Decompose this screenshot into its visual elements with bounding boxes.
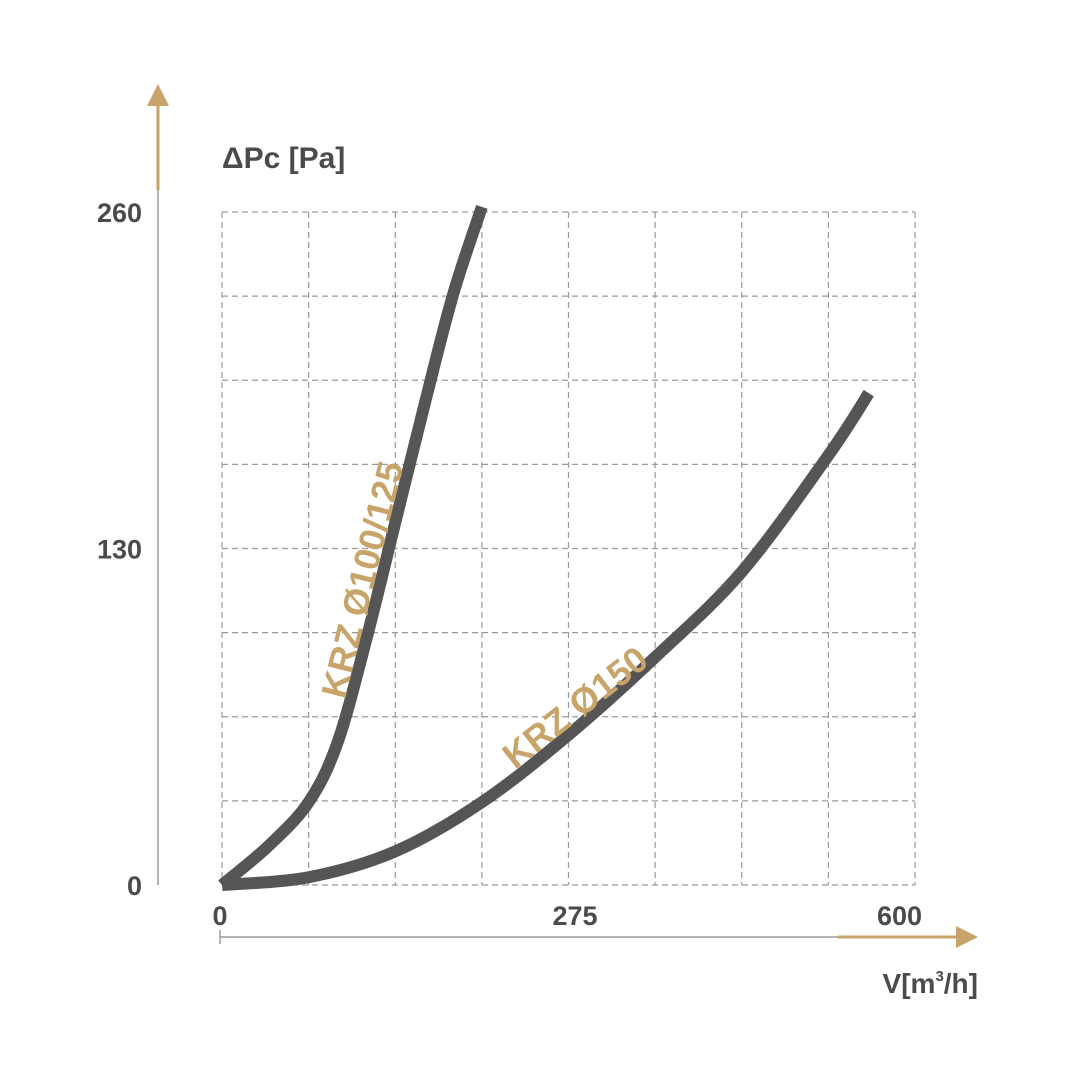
y-tick-label: 0 [127,871,142,901]
x-tick-label: 275 [552,901,597,931]
chart-series [218,204,874,891]
x-axis-label: V[m3/h] [883,968,978,999]
y-tick-label: 130 [97,535,142,565]
y-axis-arrowhead [147,84,169,106]
x-tick-label: 0 [212,901,227,931]
y-axis-label: ΔPc [Pa] [222,142,345,175]
x-axis-label-sup: 3 [935,968,943,985]
chart-axes [147,84,978,948]
x-axis-label-tail: /h] [944,968,978,999]
series-line-krz-100-125 [218,204,488,890]
x-axis-arrowhead [956,926,978,948]
series-line-krz-150 [221,389,874,891]
chart-grid [221,211,916,886]
x-tick-label: 600 [877,901,922,931]
y-tick-label: 260 [97,198,142,228]
series-label-krz-150: KRZ Ø150 [495,638,656,776]
x-axis-label-base: V[m [883,968,936,999]
